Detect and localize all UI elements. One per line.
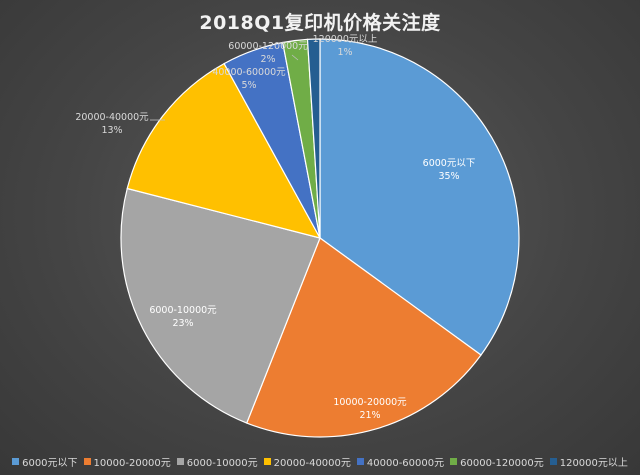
legend-label: 40000-60000元 bbox=[366, 458, 445, 469]
data-label-percent: 13% bbox=[101, 125, 122, 136]
legend-label: 6000元以下 bbox=[22, 458, 78, 469]
chart-title: 2018Q1复印机价格关注度 bbox=[199, 12, 441, 34]
leader-line bbox=[291, 54, 299, 61]
pie-slice-2 bbox=[245, 237, 482, 438]
data-label-percent: 1% bbox=[337, 47, 352, 58]
legend-item: 10000-20000元 bbox=[83, 454, 171, 469]
data-label-name: 6000-10000元 bbox=[149, 305, 217, 316]
data-label-percent: 35% bbox=[438, 171, 459, 182]
data-label-name: 40000-60000元 bbox=[212, 67, 286, 78]
legend-label: 120000元以上 bbox=[559, 458, 628, 469]
legend-swatch bbox=[12, 458, 20, 465]
data-label-percent: 2% bbox=[260, 54, 275, 65]
data-label-name: 120000元以上 bbox=[313, 34, 378, 45]
data-label-name: 60000-120000元 bbox=[228, 41, 308, 52]
legend-swatch bbox=[83, 458, 91, 465]
data-label-percent: 21% bbox=[359, 410, 380, 421]
legend-item: 20000-40000元 bbox=[263, 454, 351, 469]
pie-slice-1 bbox=[319, 38, 520, 356]
legend-label: 20000-40000元 bbox=[273, 458, 351, 469]
legend-item: 40000-60000元 bbox=[356, 454, 445, 469]
legend-swatch bbox=[450, 458, 458, 465]
legend-label: 6000-10000元 bbox=[186, 458, 258, 469]
data-label-name: 6000元以下 bbox=[423, 158, 476, 169]
legend-swatch bbox=[176, 458, 184, 465]
legend: 6000元以下 10000-20000元 6000-10000元 20000-4000… bbox=[0, 454, 640, 469]
legend-item: 60000-120000元 bbox=[450, 454, 544, 469]
legend-item: 6000-10000元 bbox=[176, 454, 258, 469]
data-label-name: 20000-40000元 bbox=[75, 112, 149, 123]
legend-swatch bbox=[549, 458, 557, 465]
data-label-percent: 23% bbox=[172, 318, 193, 329]
legend-item: 6000元以下 bbox=[12, 454, 78, 469]
data-label-percent: 5% bbox=[241, 80, 256, 91]
legend-label: 10000-20000元 bbox=[93, 458, 171, 469]
pie-slice-4 bbox=[126, 62, 322, 239]
data-label-name: 10000-20000元 bbox=[333, 397, 407, 408]
legend-label: 60000-120000元 bbox=[460, 458, 544, 469]
legend-swatch bbox=[263, 458, 271, 465]
legend-item: 120000元以上 bbox=[549, 454, 628, 469]
pie-slice-7 bbox=[306, 38, 321, 239]
legend-swatch bbox=[356, 458, 364, 465]
pie-slice-3 bbox=[120, 187, 321, 424]
